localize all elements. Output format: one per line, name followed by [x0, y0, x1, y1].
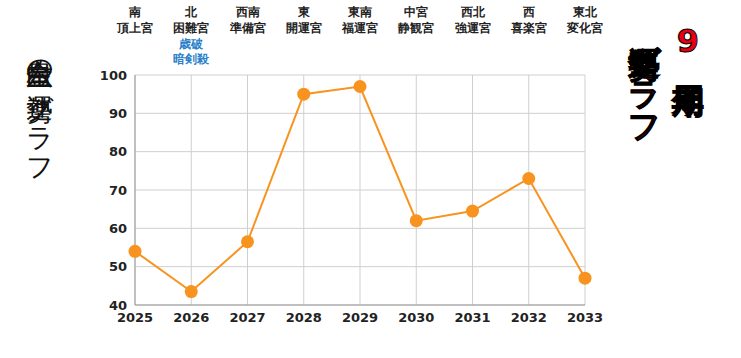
svg-text:福運宮: 福運宮 — [341, 21, 378, 35]
svg-text:開運宮: 開運宮 — [286, 21, 322, 35]
svg-text:70: 70 — [109, 183, 127, 198]
svg-text:強運宮: 強運宮 — [455, 21, 491, 35]
html-text:六白金星の運勢グラフ: 六白金星の運勢グラフ — [25, 38, 56, 172]
svg-text:2033: 2033 — [567, 310, 603, 325]
svg-text:暗剣殺: 暗剣殺 — [173, 52, 210, 66]
svg-text:50: 50 — [109, 259, 127, 274]
svg-text:90: 90 — [109, 106, 127, 121]
svg-text:困難宮: 困難宮 — [173, 21, 209, 35]
svg-text:2031: 2031 — [454, 310, 490, 325]
svg-text:喜楽宮: 喜楽宮 — [510, 21, 547, 35]
svg-text:歳破: 歳破 — [178, 37, 204, 51]
svg-text:2028: 2028 — [286, 310, 322, 325]
html-text:運勢グラフ: 運勢グラフ — [625, 22, 663, 131]
svg-text:頂上宮: 頂上宮 — [116, 21, 153, 35]
svg-text:60: 60 — [109, 221, 127, 236]
svg-text:西南: 西南 — [235, 5, 260, 19]
svg-text:変化宮: 変化宮 — [566, 21, 603, 35]
svg-text:2027: 2027 — [229, 310, 265, 325]
svg-text:東: 東 — [297, 5, 311, 19]
svg-text:中宮: 中宮 — [404, 5, 428, 19]
svg-text:80: 80 — [109, 144, 127, 159]
svg-text:準備宮: 準備宮 — [229, 21, 266, 35]
svg-text:2025: 2025 — [116, 310, 154, 326]
svg-text:2030: 2030 — [398, 310, 434, 325]
svg-text:南: 南 — [128, 5, 141, 19]
svg-text:静観宮: 静観宮 — [397, 21, 434, 35]
html-text:9年周期: 9年周期 — [669, 22, 707, 60]
svg-text:西北: 西北 — [460, 5, 486, 19]
svg-text:40: 40 — [109, 298, 127, 313]
svg-text:100: 100 — [100, 68, 127, 83]
svg-text:2029: 2029 — [342, 310, 378, 325]
svg-text:2032: 2032 — [511, 310, 547, 325]
svg-text:東南: 東南 — [347, 5, 372, 19]
svg-text:東北: 東北 — [572, 5, 598, 19]
svg-text:2026: 2026 — [173, 310, 209, 325]
svg-text:北: 北 — [184, 5, 198, 19]
svg-text:西: 西 — [522, 5, 535, 19]
